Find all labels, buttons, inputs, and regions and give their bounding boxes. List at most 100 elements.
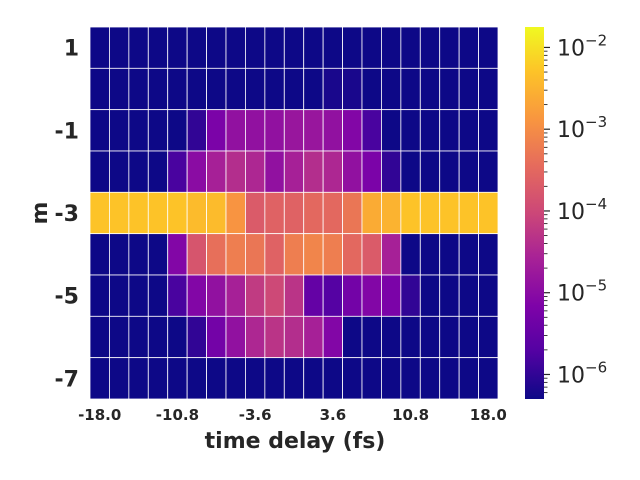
heatmap-cell: [109, 67, 130, 111]
heatmap-cell: [89, 233, 110, 276]
colorbar-tick-label: 10−2: [557, 31, 607, 61]
heatmap-cell: [186, 150, 207, 193]
heatmap-cell: [283, 109, 305, 152]
heatmap-cell: [322, 191, 343, 235]
heatmap-cell: [458, 109, 479, 152]
heatmap-cell: [89, 274, 110, 317]
heatmap-cell: [361, 191, 382, 235]
heatmap-cell: [167, 67, 188, 111]
heatmap-cell: [478, 26, 499, 69]
heatmap-cell: [245, 67, 266, 111]
heatmap-cell: [206, 274, 227, 317]
heatmap-cell: [478, 191, 499, 235]
heatmap-cell: [322, 315, 343, 359]
heatmap-cell: [89, 26, 110, 69]
heatmap-cell: [245, 26, 266, 69]
heatmap-cell: [167, 150, 188, 193]
heatmap-cell: [342, 315, 363, 359]
heatmap-cell: [147, 26, 169, 69]
heatmap-cell: [381, 191, 402, 235]
heatmap-cell: [361, 67, 382, 111]
heatmap-cell: [109, 109, 130, 152]
x-tick-label: -10.8: [156, 406, 199, 424]
heatmap-cell: [400, 67, 421, 111]
heatmap-cell: [381, 315, 402, 359]
heatmap-cell: [400, 191, 421, 235]
heatmap-cell: [109, 150, 130, 193]
heatmap-cell: [264, 67, 285, 111]
heatmap-cell: [342, 233, 363, 276]
heatmap-cell: [381, 357, 402, 400]
heatmap-cell: [206, 315, 227, 359]
heatmap-cell: [419, 315, 441, 359]
heatmap-cell: [458, 67, 479, 111]
heatmap-cell: [361, 150, 382, 193]
heatmap-cell: [206, 109, 227, 152]
heatmap-cell: [264, 109, 285, 152]
x-tick-labels: -18.0 -10.8 -3.6 3.6 10.8 18.0: [78, 406, 507, 424]
heatmap-cell: [478, 109, 499, 152]
heatmap-cell: [109, 233, 130, 276]
y-tick-labels: 1 -1 -3 -5 -7: [55, 37, 79, 393]
colorbar-tick-label: 10−4: [557, 195, 607, 225]
heatmap-cell: [225, 191, 246, 235]
heatmap-cell: [381, 150, 402, 193]
heatmap-cell: [303, 315, 324, 359]
heatmap-cell: [419, 357, 441, 400]
heatmap-cell: [322, 26, 343, 69]
heatmap-cell: [400, 274, 421, 317]
heatmap-cell: [167, 315, 188, 359]
heatmap-cell: [109, 357, 130, 400]
heatmap-cell: [89, 357, 110, 400]
heatmap-cell: [147, 357, 169, 400]
x-axis-label: time delay (fs): [205, 429, 386, 454]
heatmap-cell: [264, 150, 285, 193]
heatmap-cell: [167, 233, 188, 276]
heatmap-cell: [225, 150, 246, 193]
heatmap-cell: [400, 26, 421, 69]
heatmap-cell: [322, 233, 343, 276]
heatmap-cell: [400, 150, 421, 193]
colorbar-tick-label: 10−6: [557, 358, 607, 388]
heatmap-cell: [400, 233, 421, 276]
heatmap-cell: [206, 67, 227, 111]
heatmap-cell: [419, 109, 441, 152]
heatmap-cell: [283, 233, 305, 276]
heatmap-cell: [419, 191, 441, 235]
heatmap-cells: [89, 26, 499, 400]
heatmap-cell: [206, 357, 227, 400]
heatmap-cell: [342, 357, 363, 400]
heatmap-cell: [419, 233, 441, 276]
heatmap-cell: [245, 109, 266, 152]
heatmap-cell: [439, 357, 460, 400]
y-axis-label: m: [28, 202, 53, 225]
heatmap-cell: [128, 150, 149, 193]
heatmap-cell: [283, 26, 305, 69]
heatmap-cell: [283, 150, 305, 193]
x-tick-label: 18.0: [470, 406, 507, 424]
heatmap-cell: [303, 67, 324, 111]
heatmap-cell: [128, 109, 149, 152]
heatmap-cell: [478, 150, 499, 193]
heatmap-cell: [381, 274, 402, 317]
heatmap-cell: [264, 274, 285, 317]
heatmap-cell: [128, 233, 149, 276]
heatmap-cell: [89, 109, 110, 152]
heatmap-cell: [186, 315, 207, 359]
heatmap-cell: [439, 109, 460, 152]
heatmap-cell: [147, 191, 169, 235]
heatmap-cell: [303, 233, 324, 276]
heatmap-cell: [186, 109, 207, 152]
heatmap-cell: [283, 357, 305, 400]
heatmap-cell: [186, 191, 207, 235]
heatmap-cell: [419, 150, 441, 193]
heatmap-cell: [458, 274, 479, 317]
heatmap-cell: [147, 109, 169, 152]
heatmap-cell: [264, 315, 285, 359]
x-tick-label: -18.0: [78, 406, 121, 424]
colorbar-gradient: [525, 27, 544, 399]
heatmap-cell: [342, 150, 363, 193]
heatmap-cell: [264, 191, 285, 235]
heatmap-cell: [89, 150, 110, 193]
